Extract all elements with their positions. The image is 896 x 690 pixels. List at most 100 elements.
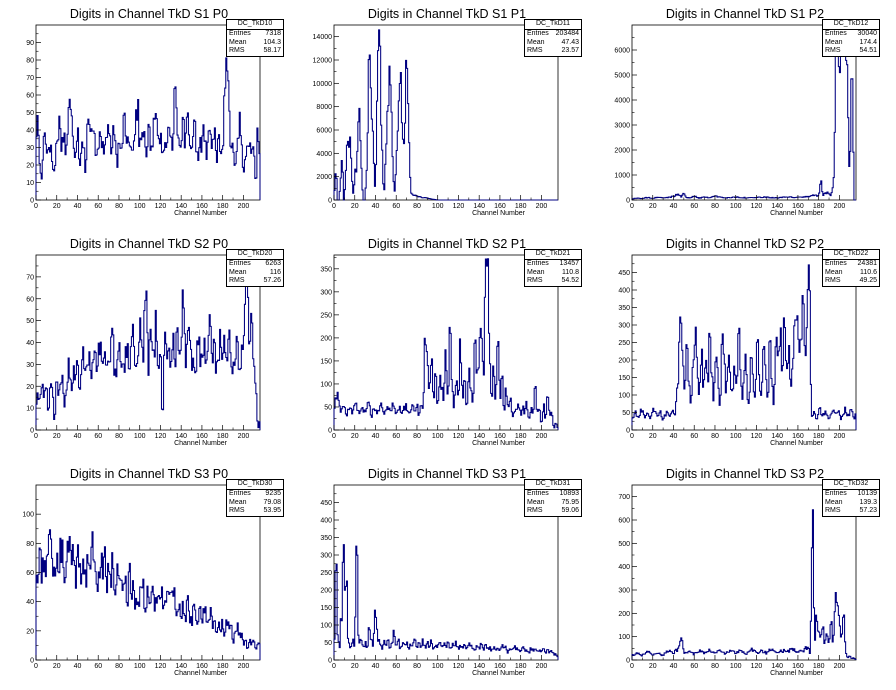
histogram-plot: 0 20 40 60 80 100 120 140 160 180 200 0 100 200 300 400… [618, 484, 857, 677]
y-tick-label: 8000 [316, 104, 332, 111]
x-axis-label: Channel Number [770, 670, 824, 677]
x-tick-label: 20 [351, 663, 359, 670]
stats-entries-label: Entries [527, 29, 549, 37]
y-tick-label: 600 [618, 518, 630, 525]
x-tick-label: 40 [372, 433, 380, 440]
stats-mean-label: Mean [825, 268, 843, 276]
y-tick-label: 150 [618, 375, 630, 382]
stats-rms-label: RMS [825, 277, 841, 285]
x-tick-label: 40 [74, 663, 82, 670]
histogram-panel: Digits in Channel TkD S2 P1 0 20 40 60 80 100 1… [298, 230, 596, 460]
x-tick-label: 0 [332, 203, 336, 210]
x-tick-label: 120 [155, 203, 167, 210]
x-tick-label: 0 [332, 663, 336, 670]
x-tick-label: 160 [196, 663, 208, 670]
histogram-series [35, 57, 261, 200]
y-tick-label: 100 [320, 623, 332, 630]
y-tick-label: 0 [626, 658, 630, 665]
stats-entries-row: Entries 13457 [525, 260, 581, 269]
y-tick-label: 6000 [614, 48, 630, 55]
x-tick-label: 160 [196, 433, 208, 440]
y-tick-label: 0 [626, 198, 630, 205]
y-tick-label: 700 [618, 494, 630, 501]
stats-entries-row: Entries 203484 [525, 30, 581, 39]
x-tick-label: 80 [711, 663, 719, 670]
stats-box-name: DC_TkD22 [823, 250, 879, 260]
stats-mean-row: Mean 116 [227, 269, 283, 278]
stats-entries-row: Entries 7318 [227, 30, 283, 39]
x-tick-label: 20 [649, 203, 657, 210]
histogram-panel: Digits in Channel TkD S1 P1 0 20 40 60 80 100 1… [298, 0, 596, 230]
x-tick-label: 140 [771, 433, 783, 440]
x-tick-label: 60 [94, 203, 102, 210]
stats-entries-row: Entries 24381 [823, 260, 879, 269]
x-tick-label: 160 [196, 203, 208, 210]
x-tick-label: 140 [771, 663, 783, 670]
x-tick-label: 60 [392, 203, 400, 210]
histogram-series [631, 509, 857, 661]
stats-entries-row: Entries 30040 [823, 30, 879, 39]
stats-mean-row: Mean 79.08 [227, 499, 283, 508]
stats-rms-row: RMS 57.26 [227, 277, 283, 286]
stats-entries-row: Entries 9235 [227, 490, 283, 499]
y-tick-label: 50 [324, 404, 332, 411]
x-axis-label: Channel Number [174, 670, 228, 677]
y-tick-label: 50 [26, 318, 34, 325]
x-tick-label: 120 [155, 433, 167, 440]
stats-mean-value: 79.08 [263, 498, 281, 506]
stats-box-name: DC_TkD20 [227, 250, 283, 260]
x-tick-label: 160 [494, 663, 506, 670]
histogram-series [333, 29, 558, 201]
stats-box-name: DC_TkD21 [525, 250, 581, 260]
x-tick-label: 160 [792, 433, 804, 440]
stats-rms-value: 53.95 [263, 507, 281, 515]
y-tick-label: 150 [320, 605, 332, 612]
stats-mean-value: 110.8 [562, 268, 579, 276]
x-tick-label: 100 [730, 433, 742, 440]
y-tick-label: 3000 [614, 123, 630, 130]
histogram-plot: 0 20 40 60 80 100 120 140 160 180 200 0 50 100 150 200 2… [618, 254, 857, 447]
stats-entries-label: Entries [825, 259, 847, 267]
stats-rms-row: RMS 58.17 [227, 47, 283, 56]
chart-title: Digits in Channel TkD S1 P1 [367, 7, 527, 21]
y-tick-label: 2000 [614, 148, 630, 155]
y-tick-label: 4000 [316, 151, 332, 158]
y-tick-label: 10000 [313, 81, 333, 88]
stats-mean-label: Mean [229, 498, 247, 506]
x-tick-label: 180 [217, 433, 229, 440]
y-tick-label: 1000 [614, 173, 630, 180]
y-tick-label: 100 [320, 381, 332, 388]
x-tick-label: 80 [413, 663, 421, 670]
histogram-plot: 0 20 40 60 80 100 120 140 160 180 200 0 50 100 150 200 2… [320, 254, 559, 447]
stats-box-name: DC_TkD12 [823, 20, 879, 30]
stats-rms-label: RMS [527, 507, 543, 515]
x-tick-label: 20 [53, 663, 61, 670]
x-tick-label: 120 [751, 433, 763, 440]
stats-entries-value: 13457 [559, 259, 579, 267]
y-tick-label: 300 [618, 323, 630, 330]
x-axis-label: Channel Number [472, 440, 526, 447]
stats-rms-value: 58.17 [263, 47, 281, 55]
x-tick-label: 140 [175, 203, 187, 210]
y-tick-label: 14000 [313, 34, 333, 41]
stats-mean-label: Mean [825, 38, 843, 46]
x-tick-label: 20 [351, 203, 359, 210]
y-tick-label: 60 [26, 570, 34, 577]
y-tick-label: 400 [618, 564, 630, 571]
stats-rms-row: RMS 53.95 [227, 507, 283, 516]
histogram-series [35, 529, 261, 660]
y-tick-label: 200 [618, 611, 630, 618]
histogram-panel: Digits in Channel TkD S3 P1 0 20 40 60 80 100 1… [298, 460, 596, 690]
y-tick-label: 20 [26, 628, 34, 635]
y-tick-label: 30 [26, 145, 34, 152]
x-tick-label: 140 [473, 663, 485, 670]
stats-entries-value: 10893 [559, 489, 579, 497]
chart-title: Digits in Channel TkD S1 P0 [69, 7, 229, 21]
x-tick-label: 200 [536, 663, 548, 670]
stats-rms-value: 59.06 [561, 507, 579, 515]
y-tick-label: 200 [320, 335, 332, 342]
stats-rms-value: 54.51 [859, 47, 877, 55]
chart-title: Digits in Channel TkD S3 P1 [367, 467, 527, 481]
stats-mean-row: Mean 104.3 [227, 39, 283, 48]
y-tick-label: 0 [328, 198, 332, 205]
